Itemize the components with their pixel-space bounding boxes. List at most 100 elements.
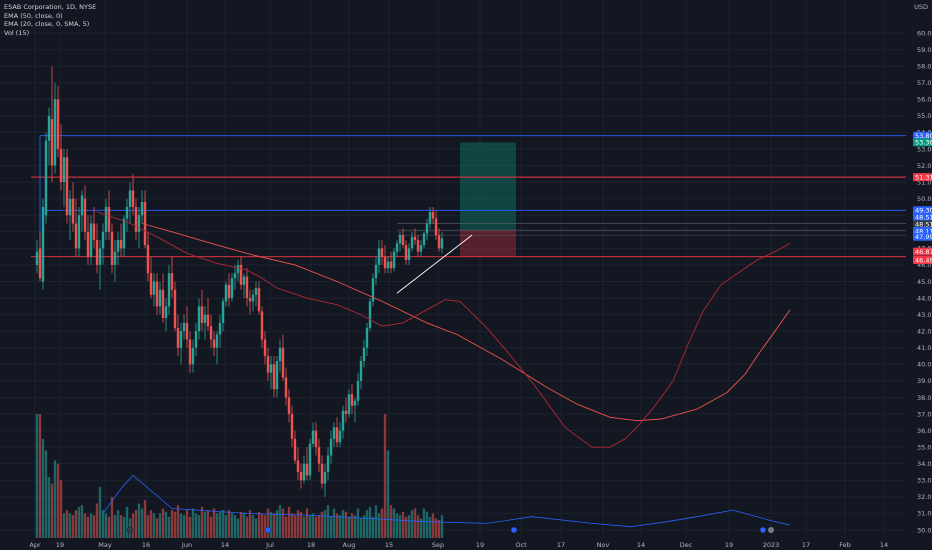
volume-bar [242, 513, 246, 538]
candle-body [419, 245, 423, 252]
candles [35, 66, 444, 497]
volume-bar [245, 516, 249, 538]
volume-bar [311, 513, 315, 538]
candle-body [95, 240, 99, 265]
volume-bar [44, 450, 48, 538]
candle-body [317, 447, 321, 464]
y-tick-label: 45.00 [917, 278, 932, 286]
volume-bar [416, 515, 420, 538]
candle-body [260, 311, 264, 340]
volume-bar [248, 510, 252, 538]
volume-bar [134, 510, 138, 538]
volume-bar [269, 511, 273, 538]
volume-bars [35, 414, 444, 538]
volume-bar [89, 513, 93, 538]
y-tick-label: 31.00 [917, 510, 932, 518]
candle-body [152, 281, 156, 295]
candle-body [233, 273, 237, 279]
x-tick-label: 14 [221, 541, 229, 549]
y-tick-label: 55.00 [917, 112, 932, 120]
candle-body [50, 119, 54, 166]
volume-bar [254, 518, 258, 538]
x-tick-label: Jun [181, 541, 192, 549]
ema-50-line [141, 223, 791, 422]
candle-body [77, 215, 81, 249]
price-tag: 46.49 [913, 255, 932, 264]
volume-bar [53, 460, 57, 538]
volume-bar [158, 513, 162, 538]
candle-body [44, 140, 48, 216]
candle-body [368, 301, 372, 328]
candle-body [251, 294, 255, 302]
candle-body [98, 248, 102, 265]
dividend-marker-icon [759, 526, 767, 534]
volume-bar [260, 513, 264, 538]
y-tick-label: 35.00 [917, 443, 932, 451]
volume-bar [371, 516, 375, 538]
volume-bar [335, 513, 339, 538]
indicator-ema-50[interactable]: EMA (50, close, 0) [4, 11, 63, 20]
volume-bar [71, 515, 75, 538]
volume-bar [263, 515, 267, 538]
volume-bar [113, 515, 117, 538]
volume-bar [431, 513, 435, 538]
volume-bar [62, 513, 66, 538]
volume-bar [344, 511, 348, 538]
grid [0, 0, 906, 538]
x-tick-label: Oct [515, 541, 527, 549]
price-tag-label: 48.11 [915, 227, 932, 235]
volume-bar [266, 508, 270, 538]
candle-body [107, 206, 111, 232]
candle-body [374, 264, 378, 279]
candle-body [272, 364, 276, 390]
candle-body [422, 233, 426, 246]
candle-body [329, 438, 333, 456]
candle-body [350, 394, 354, 406]
volume-bar [395, 513, 399, 538]
candle-body [383, 256, 387, 269]
volume-bar [122, 516, 126, 538]
volume-bar [131, 513, 135, 538]
indicator-ema-20[interactable]: EMA (20, close, 0, SMA, 5) [4, 20, 90, 29]
currency-label: USD [914, 3, 928, 11]
volume-bar [41, 438, 45, 538]
volume-bar [323, 510, 327, 538]
volume-bar [425, 511, 429, 538]
candle-body [275, 361, 279, 390]
volume-bar [404, 516, 408, 538]
volume-bar [401, 511, 405, 538]
candle-body [353, 400, 357, 406]
candle-body [299, 472, 303, 481]
candle-body [68, 198, 72, 216]
indicator-volume[interactable]: Vol (15) [4, 28, 30, 37]
volume-bar [137, 503, 141, 538]
candle-body [221, 301, 225, 323]
candle-body [263, 339, 267, 357]
x-tick-label: 17 [557, 541, 565, 549]
volume-bar [272, 513, 276, 538]
volume-bar [221, 510, 225, 538]
candle-body [365, 327, 369, 348]
volume-bar [332, 508, 336, 538]
volume-bar [236, 518, 240, 538]
candle-body [158, 289, 162, 307]
candle-body [323, 472, 327, 484]
volume-bar [296, 510, 300, 538]
chart-legend: ESAB Corporation, 1D, NYSE EMA (50, clos… [4, 3, 96, 37]
candle-body [209, 326, 213, 340]
volume-bar [155, 518, 159, 538]
candle-body [125, 206, 129, 219]
volume-bar [104, 513, 108, 538]
candle-body [176, 327, 180, 348]
dividend-marker-icon [264, 526, 272, 534]
volume-bar [188, 516, 192, 538]
candle-body [185, 322, 189, 340]
volume-bar [83, 513, 87, 538]
x-tick-label: 19 [56, 541, 64, 549]
volume-bar [317, 515, 321, 538]
candle-body [143, 201, 147, 246]
volume-bar [287, 506, 291, 538]
y-tick-label: 34.00 [917, 460, 932, 468]
candle-body [206, 314, 210, 327]
